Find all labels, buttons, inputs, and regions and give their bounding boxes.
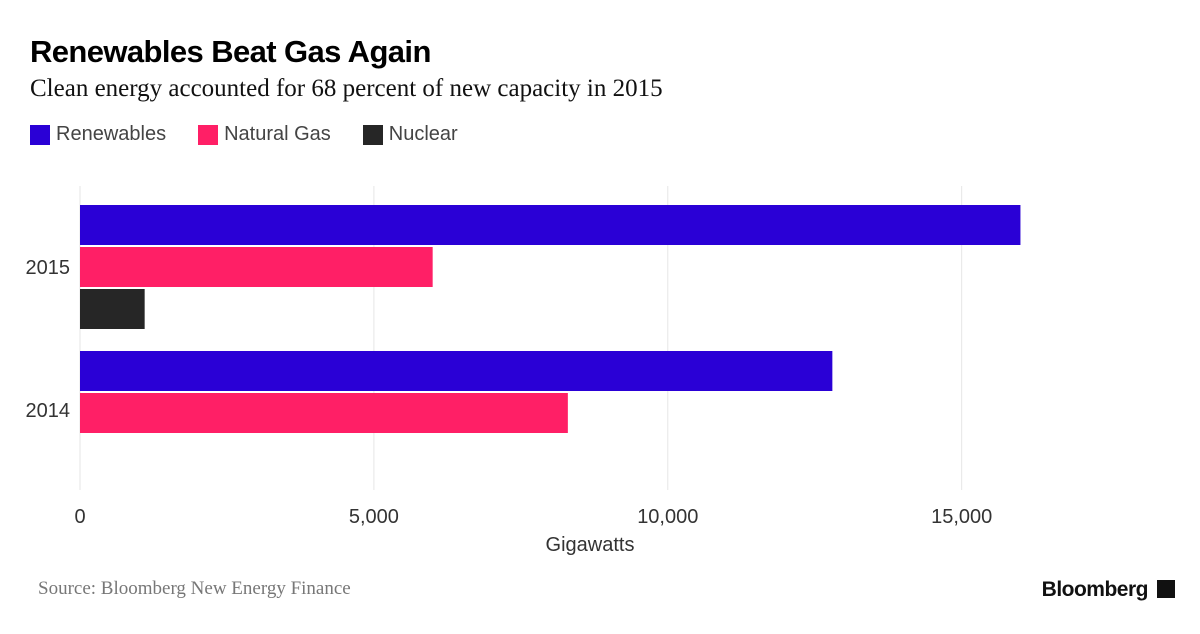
legend-label-nuclear: Nuclear [388,123,458,145]
legend-label-renewables: Renewables [56,123,167,145]
x-tick-label: 15,000 [931,506,992,528]
legend: Renewables Natural Gas Nuclear [30,123,490,146]
y-tick-label: 2015 [26,257,71,279]
legend-item-nuclear: Nuclear [362,123,458,146]
bar-natural-gas-2014 [80,393,568,433]
bar-natural-gas-2015 [80,247,433,287]
x-tick-label: 5,000 [349,506,399,528]
legend-item-natural-gas: Natural Gas [198,123,331,146]
legend-swatch-natural-gas [198,124,219,145]
y-tick-label: 2014 [26,400,71,422]
bar-renewables-2014 [80,351,833,391]
chart-title: Renewables Beat Gas Again [30,34,431,69]
chart-subtitle: Clean energy accounted for 68 percent of… [30,75,663,102]
brand-logo: Bloomberg [1041,578,1149,601]
bar-renewables-2015 [80,205,1021,245]
legend-item-renewables: Renewables [30,123,166,146]
bar-nuclear-2015 [80,289,145,329]
legend-swatch-nuclear [362,124,383,145]
x-tick-label: 10,000 [637,506,698,528]
bloomberg-terminal-icon [1157,580,1175,598]
x-axis-label: Gigawatts [546,534,635,556]
legend-swatch-renewables [30,124,50,145]
legend-label-natural-gas: Natural Gas [224,123,331,145]
x-tick-label: 0 [74,506,85,528]
source-note: Source: Bloomberg New Energy Finance [38,578,351,599]
